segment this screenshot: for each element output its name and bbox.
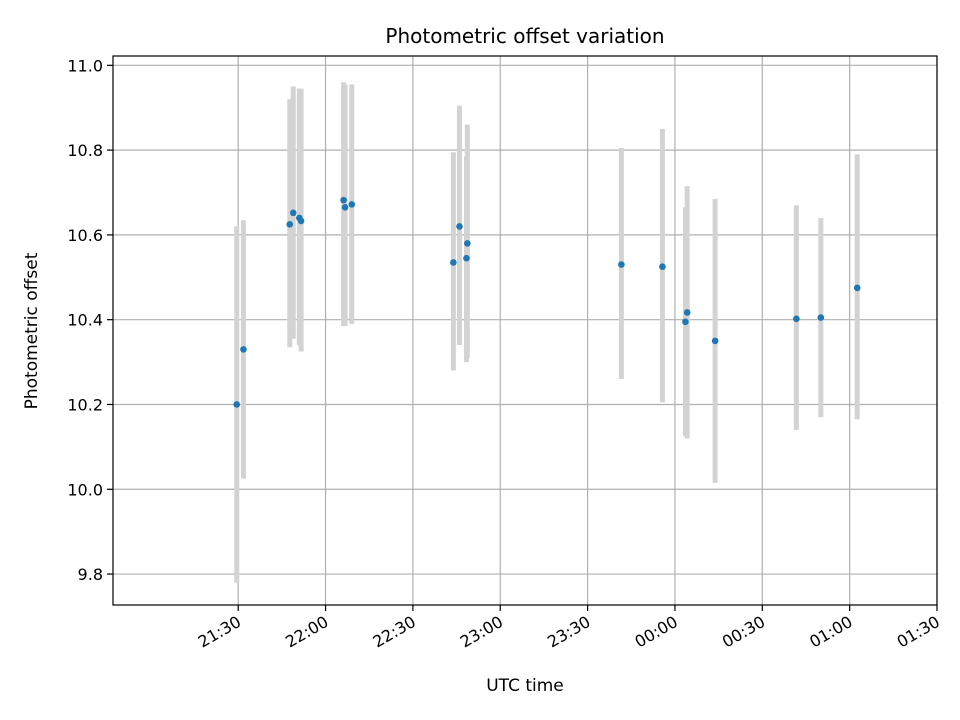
data-point <box>348 201 356 208</box>
data-point <box>341 204 349 211</box>
y-tick-label: 9.8 <box>78 565 103 584</box>
y-tick-label: 10.2 <box>67 395 103 414</box>
y-tick-label: 10.4 <box>67 311 103 330</box>
y-tick-label: 10.6 <box>67 226 103 245</box>
data-point <box>463 254 470 262</box>
data-point <box>240 346 247 353</box>
data-point <box>659 263 666 270</box>
data-point <box>618 261 625 268</box>
data-point <box>289 209 297 217</box>
y-tick-label: 10.8 <box>67 141 103 160</box>
data-point <box>233 401 241 408</box>
plot-area <box>113 56 937 605</box>
data-point <box>683 309 691 316</box>
y-tick-label: 11.0 <box>67 56 103 75</box>
data-point <box>853 284 861 292</box>
y-axis-ticks: 9.8 10.0 10.2 10.4 10.6 10.8 11.0 <box>67 56 113 584</box>
data-point <box>793 315 800 323</box>
data-point <box>817 314 825 321</box>
data-point <box>711 337 719 345</box>
x-axis-title: UTC time <box>486 676 564 696</box>
y-axis-title: Photometric offset <box>22 252 42 409</box>
data-point <box>464 240 471 247</box>
data-points <box>233 196 861 408</box>
data-point <box>456 223 463 230</box>
data-point <box>450 259 457 266</box>
plot-frame <box>112 55 938 606</box>
data-point <box>286 221 294 228</box>
chart-title: Photometric offset variation <box>385 24 664 48</box>
data-point <box>682 318 689 326</box>
data-point <box>297 217 305 225</box>
y-tick-label: 10.0 <box>67 480 103 499</box>
data-point <box>340 196 347 204</box>
